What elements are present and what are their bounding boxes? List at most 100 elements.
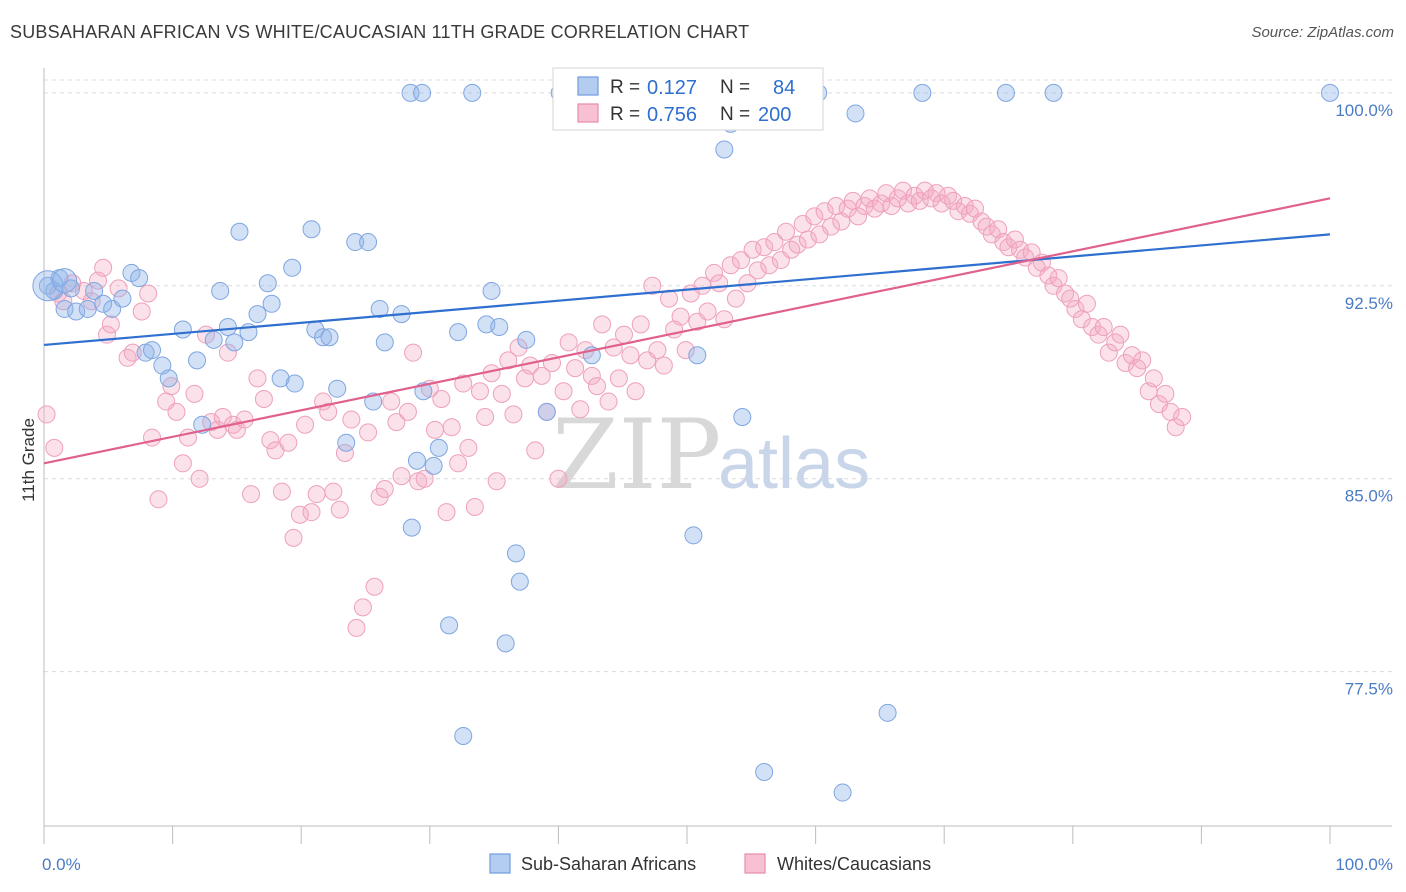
point-subsaharan xyxy=(846,104,865,123)
point-subsaharan xyxy=(413,83,432,102)
point-white xyxy=(815,202,834,221)
legend-r-label-2: R = xyxy=(610,104,640,125)
point-white xyxy=(307,485,326,504)
point-subsaharan xyxy=(454,726,473,745)
point-subsaharan xyxy=(490,317,509,336)
point-subsaharan xyxy=(402,518,421,537)
point-subsaharan xyxy=(370,299,389,318)
point-white xyxy=(342,410,361,429)
point-white xyxy=(1056,284,1075,303)
point-white xyxy=(549,469,568,488)
point-subsaharan xyxy=(283,258,302,277)
point-white xyxy=(566,359,585,378)
point-white xyxy=(254,389,273,408)
point-white xyxy=(621,346,640,365)
point-subsaharan xyxy=(225,333,244,352)
point-white xyxy=(972,212,991,231)
point-subsaharan xyxy=(537,402,556,421)
point-subsaharan xyxy=(424,456,443,475)
point-subsaharan xyxy=(715,140,734,159)
point-white xyxy=(167,402,186,421)
point-subsaharan xyxy=(67,302,86,321)
point-white xyxy=(554,382,573,401)
legend-swatch-pink xyxy=(577,103,599,123)
point-white xyxy=(139,284,158,303)
point-subsaharan xyxy=(517,330,536,349)
point-subsaharan xyxy=(94,294,113,313)
point-white xyxy=(614,325,633,344)
point-white xyxy=(910,191,929,210)
point-white xyxy=(118,348,137,367)
point-white xyxy=(425,420,444,439)
point-subsaharan xyxy=(449,323,468,342)
point-white xyxy=(899,194,918,213)
point-white xyxy=(765,233,784,252)
point-subsaharan xyxy=(130,269,149,288)
point-white xyxy=(330,500,349,519)
point-subsaharan xyxy=(211,281,230,300)
point-white xyxy=(860,189,879,208)
point-white xyxy=(849,207,868,226)
point-subsaharan xyxy=(173,320,192,339)
point-white xyxy=(227,420,246,439)
x-tick-label: 100.0% xyxy=(1335,855,1393,874)
point-subsaharan xyxy=(407,451,426,470)
point-white xyxy=(248,369,267,388)
point-white xyxy=(721,256,740,275)
point-subsaharan xyxy=(230,222,249,241)
point-white xyxy=(805,207,824,226)
point-subsaharan-large xyxy=(52,268,78,294)
point-subsaharan xyxy=(113,289,132,308)
point-subsaharan xyxy=(337,433,356,452)
point-white xyxy=(698,302,717,321)
point-subsaharan xyxy=(463,83,482,102)
point-white xyxy=(261,431,280,450)
y-tick-label: 92.5% xyxy=(1345,294,1393,313)
point-white xyxy=(526,441,545,460)
point-white xyxy=(459,438,478,457)
point-subsaharan xyxy=(328,379,347,398)
point-white xyxy=(290,505,309,524)
point-white xyxy=(365,577,384,596)
point-white xyxy=(1094,317,1113,336)
point-white xyxy=(375,480,394,499)
point-subsaharan xyxy=(755,762,774,781)
point-white xyxy=(353,598,372,617)
point-white xyxy=(279,433,298,452)
point-subsaharan xyxy=(320,328,339,347)
point-white xyxy=(319,402,338,421)
trend-line-white xyxy=(43,197,1331,465)
point-subsaharan xyxy=(285,374,304,393)
data-points xyxy=(32,83,1339,802)
trend-lines xyxy=(43,197,1331,465)
point-white xyxy=(760,256,779,275)
point-subsaharan xyxy=(55,299,74,318)
point-white xyxy=(123,343,142,362)
point-white xyxy=(1111,325,1130,344)
point-white xyxy=(415,469,434,488)
legend-n-label-1: N = xyxy=(720,77,750,98)
chart-source: Source: ZipAtlas.com xyxy=(1251,24,1394,41)
tick-labels: 100.0% 92.5% 85.0% 77.5% 0.0% 100.0% xyxy=(42,101,1393,874)
point-subsaharan xyxy=(510,572,529,591)
bottom-legend-label-1: Sub-Saharan Africans xyxy=(521,854,696,874)
point-subsaharan xyxy=(314,328,333,347)
point-white xyxy=(94,258,113,277)
legend-r-label-1: R = xyxy=(610,77,640,98)
point-white xyxy=(509,338,528,357)
point-white xyxy=(432,389,451,408)
point-white xyxy=(532,366,551,385)
point-white xyxy=(777,222,796,241)
legend-n-value-1: 84 xyxy=(773,77,795,99)
point-white xyxy=(302,503,321,522)
point-white xyxy=(101,315,120,334)
point-white xyxy=(944,191,963,210)
point-white xyxy=(109,279,128,298)
point-white xyxy=(404,343,423,362)
point-subsaharan xyxy=(996,83,1015,102)
point-white xyxy=(599,392,618,411)
point-white xyxy=(487,472,506,491)
point-white xyxy=(1049,269,1068,288)
point-white xyxy=(710,274,729,293)
legend-r-value-2: 0.756 xyxy=(647,104,697,126)
